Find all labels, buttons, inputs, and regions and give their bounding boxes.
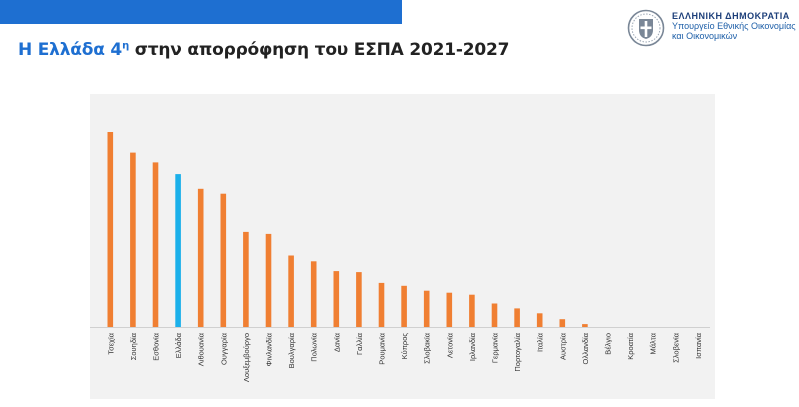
bar-5 xyxy=(197,188,204,327)
x-tick-label: Μάλτα xyxy=(649,332,658,354)
x-tick-label: Βέλγιο xyxy=(604,333,613,355)
coat-of-arms-icon xyxy=(627,9,665,47)
x-tick-label: Βουλγαρία xyxy=(287,332,296,368)
org-line-3: και Οικονομικών xyxy=(672,31,738,41)
bar-14 xyxy=(401,285,407,327)
bar-15 xyxy=(423,290,430,327)
x-tick-label: Ουγγαρία xyxy=(219,332,228,365)
bar-2 xyxy=(130,152,136,327)
x-tick-label: Σουηδία xyxy=(129,332,138,360)
bar-6 xyxy=(220,193,227,327)
x-tick-label: Δανία xyxy=(332,332,341,352)
x-tick-label: Γαλλία xyxy=(355,332,364,355)
x-tick-label: Ισπανία xyxy=(694,332,703,359)
x-tick-label: Κύπρος xyxy=(400,333,409,360)
bar-8 xyxy=(265,233,272,327)
bar-10 xyxy=(310,261,317,327)
x-tick-label: Αυστρία xyxy=(558,332,567,360)
top-accent-bar xyxy=(0,0,402,24)
org-line-2: Υπουργείο Εθνικής Οικονομίας xyxy=(672,21,796,31)
x-tick-label: Σλοβακία xyxy=(423,332,432,364)
x-tick-label: Σλοβενία xyxy=(671,332,680,363)
chart-panel xyxy=(90,94,715,399)
bar-1 xyxy=(107,132,114,327)
x-tick-label: Πορτογαλία xyxy=(513,332,522,371)
bar-11 xyxy=(333,271,340,327)
x-tick-label: Ελλάδα xyxy=(174,332,183,358)
x-tick-label: Λιθουανία xyxy=(197,332,206,366)
title-highlight: Η Ελλάδα 4 xyxy=(18,40,123,60)
x-tick-label: Γερμανία xyxy=(491,332,500,363)
x-tick-label: Κροατία xyxy=(626,332,635,359)
page-title: Η Ελλάδα 4η στην απορρόφηση του ΕΣΠΑ 202… xyxy=(18,40,509,60)
x-tick-label: Πολωνία xyxy=(310,332,319,361)
x-tick-label: Ιρλανδία xyxy=(468,332,477,361)
x-tick-label: Ιταλία xyxy=(536,332,545,352)
bar-16 xyxy=(446,292,453,327)
bar-chart: Τσεχία Σουηδία Εσθονία Ελλάδα Λιθουανία Ουγγα… xyxy=(90,132,710,382)
x-tick-label: Ολλανδία xyxy=(581,332,590,364)
bar-20 xyxy=(536,313,543,327)
title-rest: στην απορρόφηση του ΕΣΠΑ 2021-2027 xyxy=(128,40,510,60)
bar-22 xyxy=(582,324,588,327)
title-superscript: η xyxy=(122,40,129,52)
x-tick-label: Τσεχία xyxy=(106,332,115,354)
x-tick-label: Φινλανδία xyxy=(265,332,274,366)
bar-19 xyxy=(514,308,520,327)
bar-18 xyxy=(491,303,498,327)
org-line-1: ΕΛΛΗΝΙΚΗ ΔΗΜΟΚΡΑΤΙΑ xyxy=(672,11,790,21)
x-tick-label: Λετονία xyxy=(445,332,454,358)
bar-13 xyxy=(378,282,385,327)
bar-3 xyxy=(152,162,159,327)
x-tick-label: Ρουμανία xyxy=(378,332,387,364)
x-tick-label: Εσθονία xyxy=(152,332,161,360)
bar-4 xyxy=(175,174,181,327)
bar-7 xyxy=(243,231,249,327)
bar-12 xyxy=(356,272,362,327)
x-tick-label: Λουξεμβούργο xyxy=(242,333,251,382)
bar-9 xyxy=(288,255,294,327)
bar-21 xyxy=(559,319,566,327)
bar-17 xyxy=(469,294,475,327)
organization-name: ΕΛΛΗΝΙΚΗ ΔΗΜΟΚΡΑΤΙΑ Υπουργείο Εθνικής Οι… xyxy=(672,11,796,41)
